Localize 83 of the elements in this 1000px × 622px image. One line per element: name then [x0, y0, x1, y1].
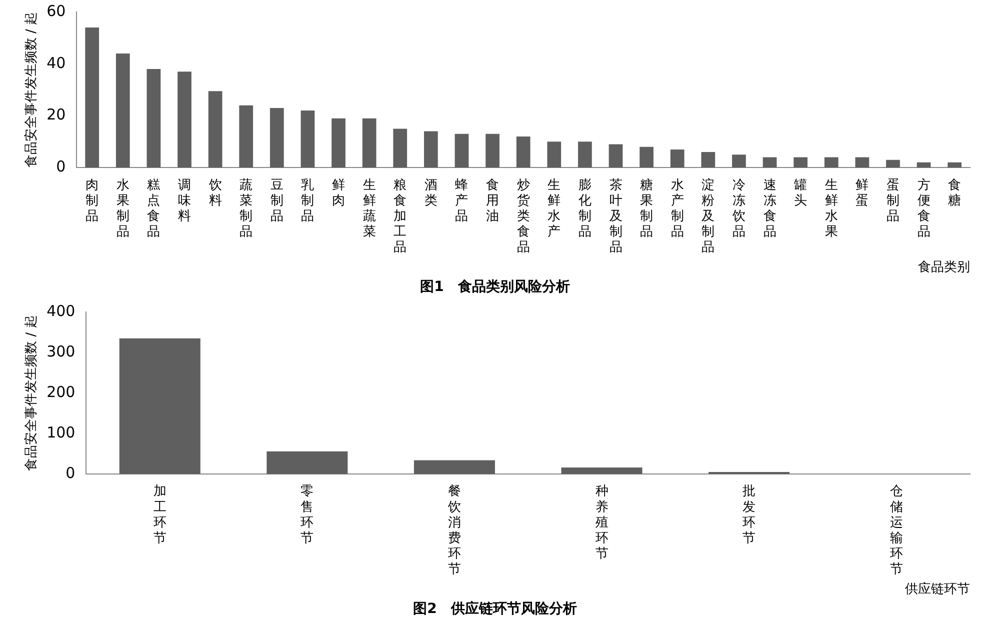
bar: [824, 157, 838, 168]
x-tick-label: 蜂产品: [455, 178, 468, 224]
x-axis-title: 供应链环节: [905, 580, 970, 597]
x-tick-label: 罐头: [794, 178, 808, 208]
x-tick-label: 鲜肉: [332, 178, 346, 208]
x-tick-label: 种养殖环节: [595, 484, 608, 562]
y-axis-title: 食品安全事件发生频数 / 起: [23, 315, 40, 471]
bar: [948, 162, 962, 168]
y-tick-label: 0: [66, 464, 76, 482]
bar: [916, 162, 931, 168]
x-tick-label: 调味料: [178, 178, 191, 224]
x-tick-label: 生鲜水产: [548, 178, 561, 240]
bar: [116, 53, 130, 168]
x-tick-label: 酒类: [424, 178, 438, 208]
bar: [454, 134, 469, 168]
x-tick-label: 批发环节: [742, 484, 756, 546]
x-tick-label: 水果制品: [116, 178, 130, 240]
bar: [178, 72, 192, 168]
x-tick-label: 方便食品: [917, 176, 930, 240]
x-tick-label: 食糖: [948, 178, 962, 208]
bar: [670, 149, 684, 168]
bar: [300, 110, 315, 168]
bar: [414, 460, 495, 474]
y-tick-label: 20: [46, 106, 66, 124]
y-tick-label: 100: [46, 423, 76, 442]
bar: [362, 118, 376, 168]
x-tick-label: 豆制品: [270, 178, 284, 224]
x-tick-label: 水产制品: [670, 178, 684, 240]
x-tick-label: 茶叶及制品: [609, 178, 622, 256]
bar: [701, 152, 716, 168]
x-tick-label: 生鲜蔬菜: [362, 178, 376, 240]
bar: [393, 128, 408, 168]
x-tick-label: 蛋制品: [886, 178, 900, 224]
bar: [516, 136, 530, 168]
y-tick-label: 60: [46, 2, 66, 20]
x-tick-label: 炒货类食品: [516, 178, 530, 256]
bar: [239, 105, 254, 168]
bar: [266, 451, 348, 474]
y-tick-label: 400: [46, 302, 76, 320]
x-tick-label: 鲜蛋: [856, 178, 869, 208]
bar: [608, 144, 623, 168]
bar: [85, 28, 100, 168]
x-tick-label: 蔬菜制品: [240, 178, 253, 240]
y-tick-label: 0: [56, 157, 66, 176]
bar: [270, 108, 284, 168]
bar: [486, 134, 500, 168]
bar: [424, 131, 438, 168]
bar: [855, 157, 870, 168]
y-tick-label: 300: [46, 342, 76, 360]
bar: [332, 118, 346, 168]
bar: [794, 157, 808, 168]
x-tick-label: 粮食加工品: [394, 178, 407, 256]
x-tick-label: 淀粉及制品: [702, 178, 715, 256]
x-tick-label: 乳制品: [301, 178, 314, 224]
y-axis-title: 食品安全事件发生频数 / 起: [23, 12, 40, 168]
x-axis-title: 食品类别: [918, 260, 970, 275]
x-tick-label: 膨化制品: [578, 178, 592, 240]
x-tick-label: 生鲜水果: [824, 178, 838, 240]
x-tick-label: 肉制品: [86, 178, 99, 224]
bar: [547, 142, 562, 168]
text: 图1 食品类别风险分析: [420, 279, 570, 296]
x-tick-label: 食用油: [486, 178, 500, 224]
bar: [578, 142, 592, 168]
bar: [762, 157, 777, 168]
x-tick-label: 加工环节: [153, 484, 166, 546]
bar: [119, 338, 200, 474]
x-tick-label: 速冻食品: [763, 178, 776, 240]
x-tick-label: 仓储运输环节: [890, 484, 903, 578]
x-tick-label: 糖果制品: [640, 178, 654, 240]
bar: [640, 146, 654, 168]
bar: [146, 69, 161, 168]
y-tick-label: 200: [46, 382, 76, 401]
bar: [561, 468, 642, 474]
bar: [886, 160, 900, 168]
bar: [732, 154, 746, 168]
y-tick-label: 40: [46, 54, 66, 72]
x-tick-label: 冷冻饮品: [731, 178, 746, 240]
bar: [208, 91, 222, 168]
x-tick-label: 餐饮消费环节: [446, 484, 461, 578]
x-tick-label: 糕点食品: [147, 178, 160, 240]
x-tick-label: 零售环节: [300, 484, 314, 546]
x-tick-label: 饮料: [208, 178, 222, 208]
text: 图2 供应链环节风险分析: [413, 600, 577, 618]
